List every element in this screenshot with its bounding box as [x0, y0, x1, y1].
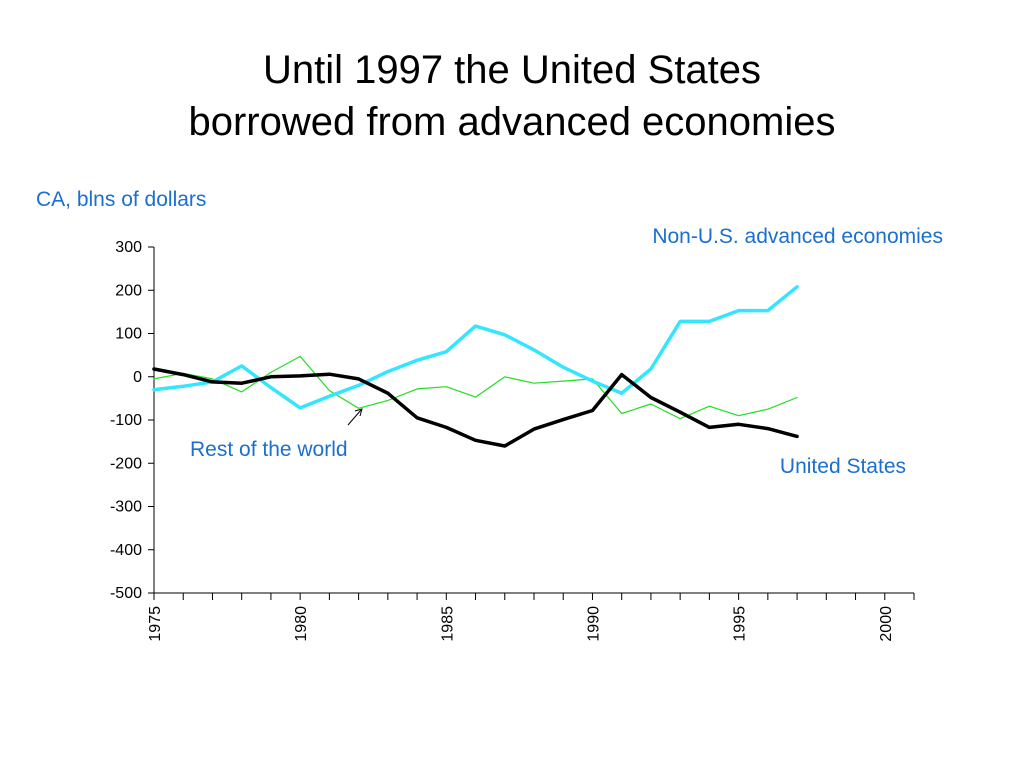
y-tick-label: 100 — [115, 326, 142, 343]
x-tick-label: 1980 — [293, 606, 310, 642]
x-tick-label: 2000 — [878, 606, 895, 642]
slide-title-line-2: borrowed from advanced economies — [188, 100, 836, 144]
slide-title: Until 1997 the United States borrowed fr… — [0, 44, 1024, 148]
series-line-rest-of-the-world — [153, 355, 798, 420]
series-line-non-u-s-advanced-economies — [152, 285, 799, 410]
x-tick-label: 1990 — [585, 606, 602, 642]
slide-title-line-1: Until 1997 the United States — [262, 48, 762, 92]
y-tick-label: 300 — [115, 239, 142, 256]
series-labels: Non-U.S. advanced economies United States… — [190, 225, 943, 478]
y-tick-label: -500 — [110, 585, 142, 602]
x-tick-label: 1995 — [732, 606, 749, 642]
series-line-united-states — [152, 367, 799, 448]
series-layer — [152, 285, 799, 448]
y-tick-label: -300 — [110, 499, 142, 516]
rest-of-world-pointer-arrowhead — [354, 408, 363, 417]
y-tick-label: -400 — [110, 542, 142, 559]
y-tick-label: -100 — [110, 412, 142, 429]
series-label-rest-of-the-world: Rest of the world — [190, 438, 348, 461]
x-tick-label: 1975 — [147, 606, 164, 642]
x-tick-label: 1985 — [439, 606, 456, 642]
y-tick-label: 200 — [115, 282, 142, 299]
series-label-non-u-s-advanced-economies: Non-U.S. advanced economies — [652, 225, 943, 248]
axes: 300 200 100 0 -100 -200 -300 -400 -500 1975 1980 19… — [110, 239, 915, 642]
series-label-united-states: United States — [780, 455, 906, 478]
y-axis-caption: CA, blns of dollars — [36, 188, 207, 211]
rest-of-world-pointer-line — [347, 409, 362, 426]
y-tick-label: 0 — [133, 369, 142, 386]
y-tick-label: -200 — [110, 455, 142, 472]
